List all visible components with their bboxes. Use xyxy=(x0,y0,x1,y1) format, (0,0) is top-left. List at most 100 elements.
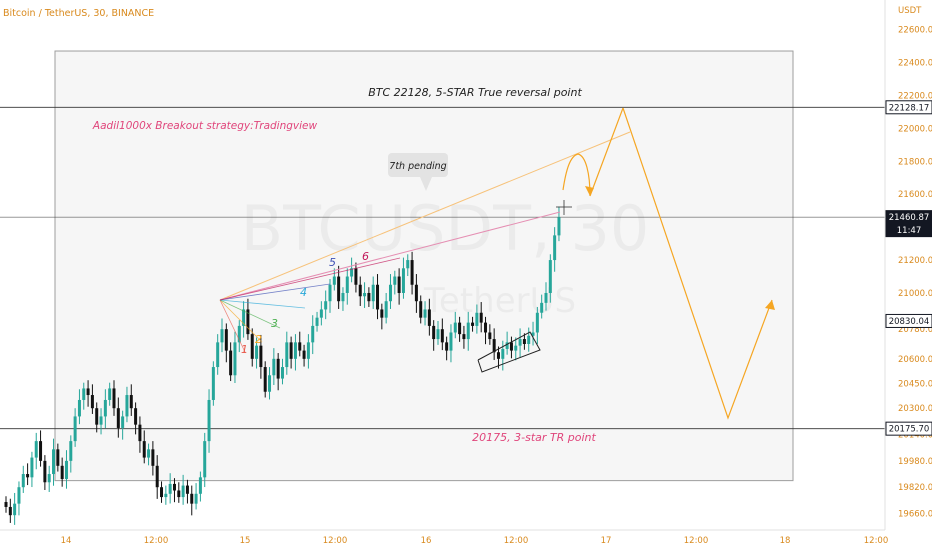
projection-path[interactable] xyxy=(562,107,773,420)
candle-body xyxy=(527,335,531,345)
candle-body xyxy=(371,284,375,302)
candle-body xyxy=(8,506,12,516)
candle-body xyxy=(337,276,341,302)
candle-body xyxy=(129,395,133,409)
candle-body xyxy=(406,260,410,269)
price-tick-label: 20780.00 xyxy=(898,325,932,335)
price-label-box xyxy=(885,210,932,238)
candle-body xyxy=(492,339,496,353)
candle-body xyxy=(453,322,457,333)
candle-body xyxy=(466,322,470,340)
candle-body xyxy=(354,268,358,285)
fan-number-3: 3 xyxy=(271,317,278,330)
time-tick-label: 12:00 xyxy=(684,536,709,546)
time-tick-label: 16 xyxy=(421,536,432,546)
candle-body xyxy=(449,332,453,351)
candle-body xyxy=(259,345,263,368)
price-tick-label: 19660.00 xyxy=(898,510,932,520)
candle-body xyxy=(138,424,142,442)
candle-body xyxy=(376,284,380,310)
candle-body xyxy=(540,302,544,313)
time-tick-label: 12:00 xyxy=(144,536,169,546)
candle-body xyxy=(440,329,444,343)
pending-callout[interactable]: 7th pending xyxy=(388,153,448,191)
candle-body xyxy=(544,292,548,303)
candle-body xyxy=(393,276,397,285)
support-annotation: 20175, 3-star TR point xyxy=(472,431,596,444)
projection-arrow-head xyxy=(585,186,594,196)
candle-body xyxy=(108,388,112,400)
candle-body xyxy=(509,342,513,351)
candle-body xyxy=(190,493,194,504)
candle-body xyxy=(99,416,103,425)
time-tick-label: 12:00 xyxy=(504,536,529,546)
symbol-title[interactable]: Bitcoin / TetherUS, 30, BINANCE xyxy=(3,8,154,19)
fan-lines xyxy=(219,257,401,353)
time-axis[interactable]: 14 12:00 15 12:00 16 12:00 17 12:00 18 12:00 xyxy=(0,529,889,546)
candle-body xyxy=(52,449,56,475)
candle-body xyxy=(531,332,535,336)
candle-body xyxy=(384,301,388,318)
candle-body xyxy=(155,465,159,488)
candle-body xyxy=(419,301,423,318)
candle-body xyxy=(26,474,30,478)
price-axis[interactable]: USDT 19660.0019820.0019980.0020140.00203… xyxy=(884,0,932,530)
candle-body xyxy=(237,325,241,343)
candle-body xyxy=(423,309,427,318)
candle-body xyxy=(21,474,25,488)
candle-body xyxy=(388,284,392,302)
analysis-drawings[interactable] xyxy=(219,107,775,420)
time-tick-label: 12:00 xyxy=(864,536,889,546)
candle-body xyxy=(484,322,488,333)
price-labels: 22128.17 21460.87 11:47 20830.04 20175.70 xyxy=(885,100,932,436)
symbol-watermark: BTCUSDT, 30 xyxy=(241,192,650,265)
orange-trendline[interactable] xyxy=(219,131,631,301)
pink-trendline[interactable] xyxy=(219,211,561,301)
range-box[interactable] xyxy=(54,50,794,482)
candle-body xyxy=(328,284,332,302)
candle-body xyxy=(332,276,336,285)
strategy-annotation: Aadil1000x Breakout strategy:Tradingview xyxy=(92,120,318,132)
candle-body xyxy=(293,342,297,359)
price-label-box xyxy=(885,100,932,115)
candle-body xyxy=(410,260,414,285)
candle-body xyxy=(358,284,362,297)
candle-body xyxy=(77,399,81,417)
candle-body xyxy=(268,375,272,392)
candle-body xyxy=(56,449,60,466)
candle-body xyxy=(363,292,367,297)
breakout-channel[interactable] xyxy=(477,331,541,373)
candle-body xyxy=(203,441,207,478)
candle-body xyxy=(207,399,211,442)
candle-body xyxy=(185,485,189,494)
candle-body xyxy=(302,350,306,359)
time-tick-label: 12:00 xyxy=(323,536,348,546)
candle-body xyxy=(30,457,34,478)
price-label-box xyxy=(885,313,932,328)
candle-body xyxy=(116,408,120,428)
candle-body xyxy=(535,312,539,333)
candle-body xyxy=(350,268,354,277)
candle-body xyxy=(522,339,526,345)
candle-body xyxy=(445,342,449,351)
pending-callout-text: 7th pending xyxy=(389,161,446,172)
candle-body xyxy=(121,416,125,428)
candle-body xyxy=(250,334,254,359)
candle-body xyxy=(224,329,228,351)
candle-body xyxy=(285,342,289,368)
candle-body xyxy=(90,395,94,409)
candle-body xyxy=(380,309,384,318)
candle-body xyxy=(181,485,185,498)
price-label-box xyxy=(885,421,932,436)
candle-body xyxy=(147,449,151,458)
price-tick-label: 21000.00 xyxy=(898,289,932,299)
price-tick-label: 21600.00 xyxy=(898,190,932,200)
price-tick-label: 22000.00 xyxy=(898,124,932,134)
candle-body xyxy=(479,312,483,323)
candle-body xyxy=(311,325,315,343)
last-price-marker xyxy=(556,200,572,215)
candle-body xyxy=(496,352,500,359)
candle-body xyxy=(34,441,38,458)
candle-body xyxy=(233,342,237,376)
